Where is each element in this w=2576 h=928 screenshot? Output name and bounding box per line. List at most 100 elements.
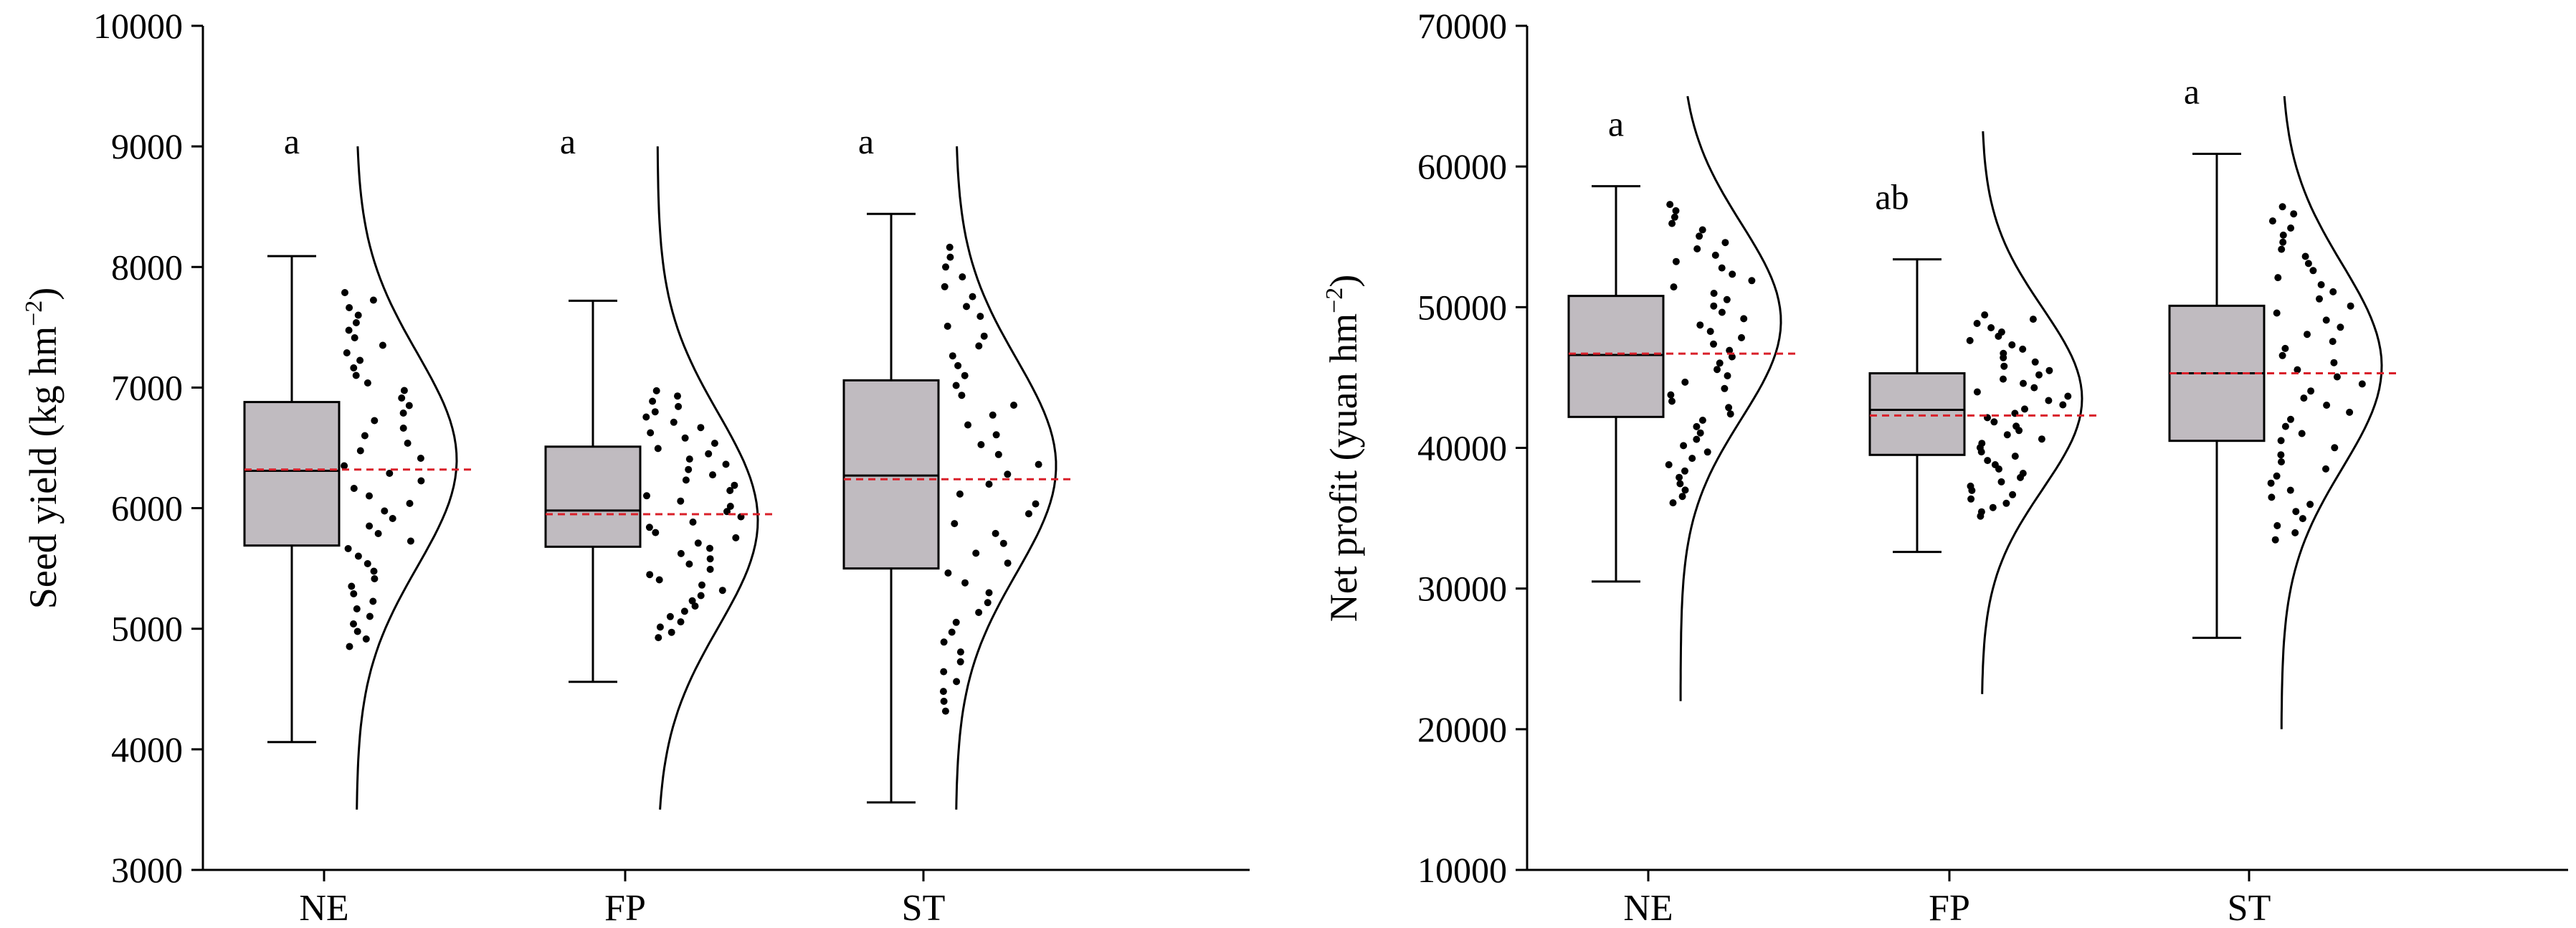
data-point [694,539,702,547]
y-tick-label: 40000 [1417,428,1507,468]
data-point [1706,328,1714,336]
data-point [1729,270,1736,278]
data-point [949,352,956,360]
y-tick-label: 8000 [111,247,183,287]
data-point [1710,340,1717,348]
data-point [709,471,716,479]
data-point [994,450,1002,458]
data-point [643,492,650,500]
data-point [972,549,980,557]
data-point [1726,410,1734,418]
density-curve [656,146,759,810]
data-point [726,487,734,494]
data-point [2009,491,2017,498]
data-point [344,545,352,552]
y-axis-title: Seed yield (kg hm−2) [21,288,65,610]
data-point [677,549,685,557]
data-point [2031,358,2039,366]
data-point [2346,408,2354,416]
data-point [992,529,999,537]
data-point [1987,324,1995,331]
data-point [350,620,357,628]
data-point [956,648,964,656]
data-point [1668,219,1676,227]
data-point [946,253,954,261]
data-point [1681,467,1688,475]
data-point [356,356,364,364]
y-tick-label: 10000 [93,6,183,46]
data-point [2278,458,2285,465]
data-point [2331,444,2339,452]
data-point [2000,375,2007,383]
data-point [348,582,356,590]
data-point [710,440,718,448]
data-point [2008,341,2016,349]
y-tick-label: 5000 [111,609,183,649]
data-point [407,537,414,545]
data-point [2291,529,2299,536]
iqr-box [1868,372,1966,456]
data-point [1967,482,1974,490]
data-point [948,628,956,636]
data-point [1748,277,1756,285]
data-point [379,341,386,349]
data-point [1669,499,1677,507]
data-point [2002,499,2010,507]
data-point [2000,362,2008,370]
data-point [370,567,378,575]
data-point [685,455,693,463]
y-tick-label: 6000 [111,488,183,529]
data-point [352,319,360,326]
data-point [1680,442,1688,450]
data-point [354,311,362,319]
data-point [2281,422,2289,430]
x-tick-label: ST [2228,888,2271,928]
data-point [353,605,361,612]
data-point [1711,251,1719,259]
data-point [976,313,984,321]
data-point [946,243,954,251]
data-point [647,429,655,437]
data-point [1670,213,1678,221]
data-point [666,612,674,620]
data-point [1696,429,1704,437]
data-point [685,560,693,568]
data-point [2019,470,2027,477]
data-point [963,303,970,311]
data-point [2300,394,2308,402]
data-point [1025,510,1032,518]
y-axis-title-superscript: −2 [21,300,47,326]
data-point [346,304,353,311]
data-point [2021,405,2028,413]
density-curve [356,146,458,810]
data-point [2306,501,2314,508]
data-point [1665,461,1673,468]
data-point [399,409,407,417]
significance-label: a [1608,104,1624,144]
data-point [2064,392,2072,400]
data-point [1716,359,1724,367]
data-point [2278,203,2286,211]
data-point [350,485,358,492]
data-point [939,688,947,696]
data-point [975,609,983,616]
data-point [956,490,964,498]
data-point [677,618,685,626]
seed-yield-panel: 3000 4000 5000 6000 7000 8000 9000 10000 Seed yi… [21,6,1250,928]
data-point [2277,451,2285,459]
group-ne: NE a [243,121,471,928]
data-point [651,408,659,416]
data-point [655,634,662,642]
data-point [2290,210,2298,218]
data-point [1678,493,1686,501]
data-point [1693,245,1701,252]
data-point [706,544,713,552]
data-point [697,592,705,600]
density-curve [1981,131,2083,694]
data-point [952,382,960,389]
data-point [952,618,960,626]
data-point [2337,323,2344,331]
data-point [2322,465,2329,473]
data-point [350,590,358,597]
data-point [2045,366,2053,374]
